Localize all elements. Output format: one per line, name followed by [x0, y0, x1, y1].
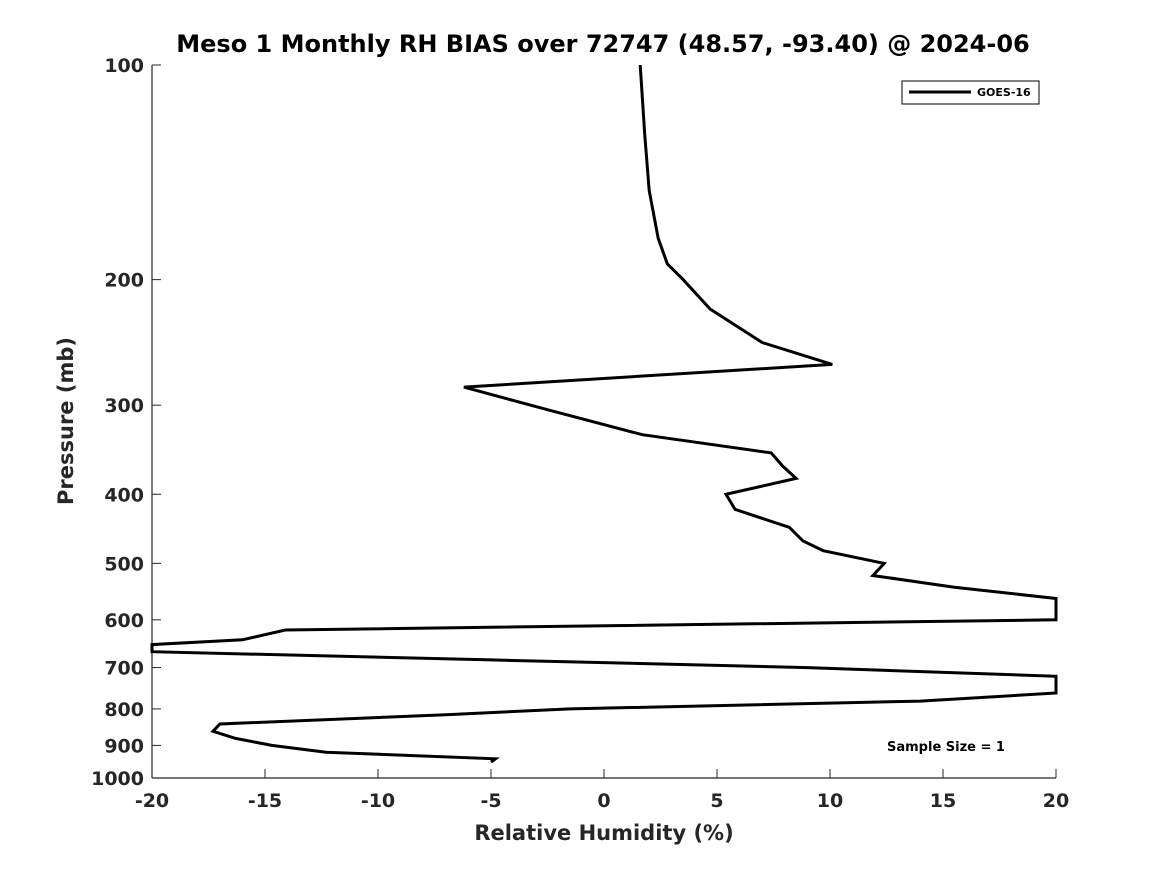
- sample-size-annotation: Sample Size = 1: [887, 740, 1005, 755]
- x-tick-label: -10: [361, 790, 395, 812]
- x-tick-label: -20: [135, 790, 169, 812]
- x-tick-label: 15: [930, 790, 956, 812]
- y-tick-label: 800: [104, 699, 144, 721]
- y-tick-label: 900: [104, 735, 144, 757]
- chart-title: Meso 1 Monthly RH BIAS over 72747 (48.57…: [176, 30, 1029, 58]
- legend-entry-goes16: GOES-16: [977, 86, 1031, 99]
- y-axis-ticks: 100 200 300 400 500 600 700 800 900 1000: [91, 55, 161, 790]
- y-tick-label: 700: [104, 658, 144, 680]
- x-axis-ticks: -20 -15 -10 -5 0 5 10 15 20: [135, 769, 1069, 812]
- x-tick-label: 0: [597, 790, 610, 812]
- plot-area: [152, 65, 1056, 778]
- x-tick-label: 5: [710, 790, 723, 812]
- y-tick-label: 600: [104, 610, 144, 632]
- y-tick-label: 1000: [91, 768, 144, 790]
- y-axis-label: Pressure (mb): [54, 337, 78, 505]
- legend: GOES-16: [901, 80, 1040, 105]
- series-line-goes16: [150, 64, 1058, 764]
- y-tick-label: 300: [104, 395, 144, 417]
- y-tick-label: 500: [104, 553, 144, 575]
- y-tick-label: 100: [104, 55, 144, 77]
- x-tick-label: 20: [1043, 790, 1069, 812]
- y-tick-label: 200: [104, 270, 144, 292]
- x-tick-label: 10: [817, 790, 843, 812]
- x-tick-label: -5: [480, 790, 501, 812]
- series-group: [150, 64, 1058, 764]
- x-tick-label: -15: [248, 790, 282, 812]
- x-axis-label: Relative Humidity (%): [474, 821, 733, 845]
- y-tick-label: 400: [104, 484, 144, 506]
